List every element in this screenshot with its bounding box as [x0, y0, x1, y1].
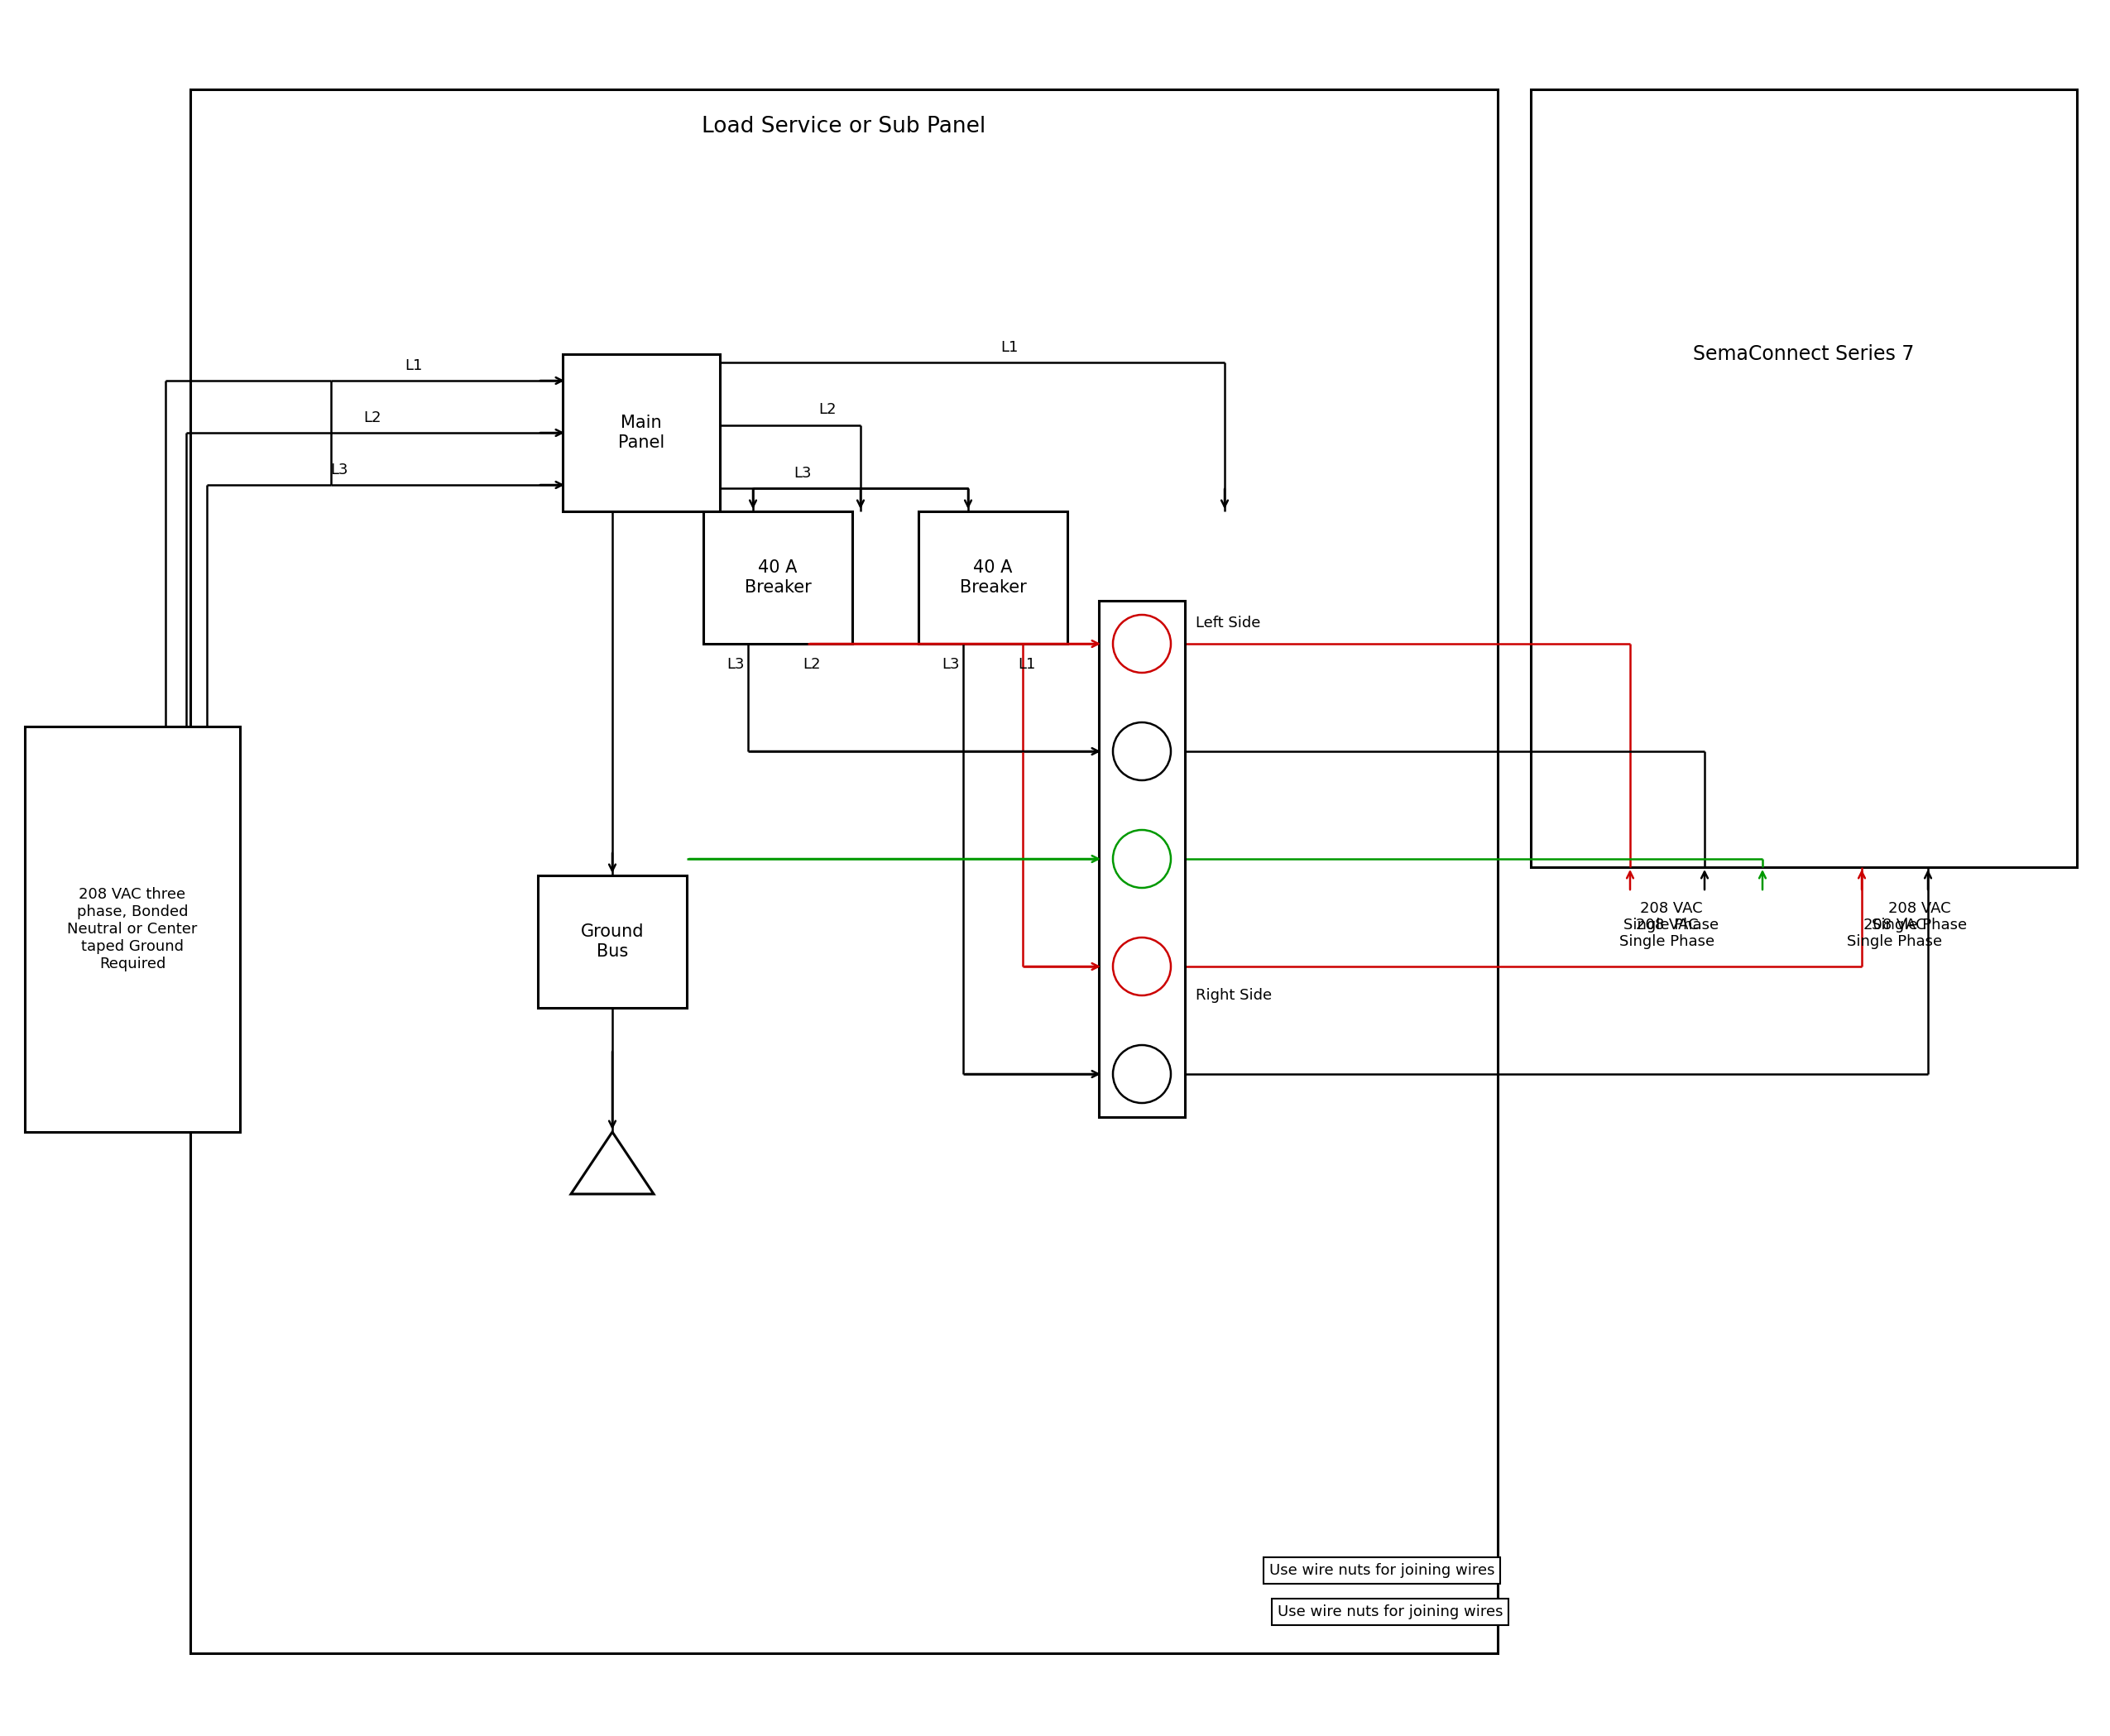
- Text: 40 A
Breaker: 40 A Breaker: [960, 559, 1025, 595]
- Text: Ground
Bus: Ground Bus: [580, 924, 644, 960]
- Bar: [1099, 601, 1186, 1116]
- Text: Left Side: Left Side: [1196, 616, 1260, 630]
- Text: L1: L1: [1017, 656, 1036, 672]
- Text: 208 VAC
Single Phase: 208 VAC Single Phase: [1872, 901, 1967, 932]
- Text: Use wire nuts for joining wires: Use wire nuts for joining wires: [1268, 1562, 1494, 1578]
- Circle shape: [1112, 615, 1171, 674]
- Text: Use wire nuts for joining wires: Use wire nuts for joining wires: [1277, 1604, 1502, 1620]
- Bar: [918, 512, 1068, 644]
- Bar: [25, 726, 241, 1132]
- Text: SemaConnect Series 7: SemaConnect Series 7: [1692, 344, 1914, 365]
- Text: L3: L3: [793, 465, 812, 481]
- Circle shape: [1112, 937, 1171, 995]
- Text: L2: L2: [363, 410, 382, 425]
- Circle shape: [1112, 722, 1171, 779]
- Text: L2: L2: [819, 403, 836, 417]
- Text: 40 A
Breaker: 40 A Breaker: [745, 559, 810, 595]
- Circle shape: [1112, 830, 1171, 887]
- Text: 208 VAC
Single Phase: 208 VAC Single Phase: [1625, 901, 1720, 932]
- Text: L1: L1: [405, 358, 422, 373]
- Text: 208 VAC three
phase, Bonded
Neutral or Center
taped Ground
Required: 208 VAC three phase, Bonded Neutral or C…: [68, 887, 198, 970]
- Bar: [538, 875, 686, 1009]
- Text: L1: L1: [1000, 340, 1019, 354]
- Text: L3: L3: [726, 656, 745, 672]
- Text: Load Service or Sub Panel: Load Service or Sub Panel: [703, 116, 985, 137]
- Text: Right Side: Right Side: [1196, 988, 1272, 1003]
- Bar: [190, 89, 1498, 1653]
- Bar: [1530, 89, 2076, 868]
- Text: Main
Panel: Main Panel: [618, 415, 665, 451]
- Text: 208 VAC
Single Phase: 208 VAC Single Phase: [1620, 917, 1715, 950]
- Bar: [703, 512, 852, 644]
- Bar: [563, 354, 720, 512]
- Text: 208 VAC
Single Phase: 208 VAC Single Phase: [1846, 917, 1943, 950]
- Text: L3: L3: [331, 462, 348, 477]
- Text: L2: L2: [802, 656, 821, 672]
- Text: L3: L3: [941, 656, 960, 672]
- Circle shape: [1112, 1045, 1171, 1102]
